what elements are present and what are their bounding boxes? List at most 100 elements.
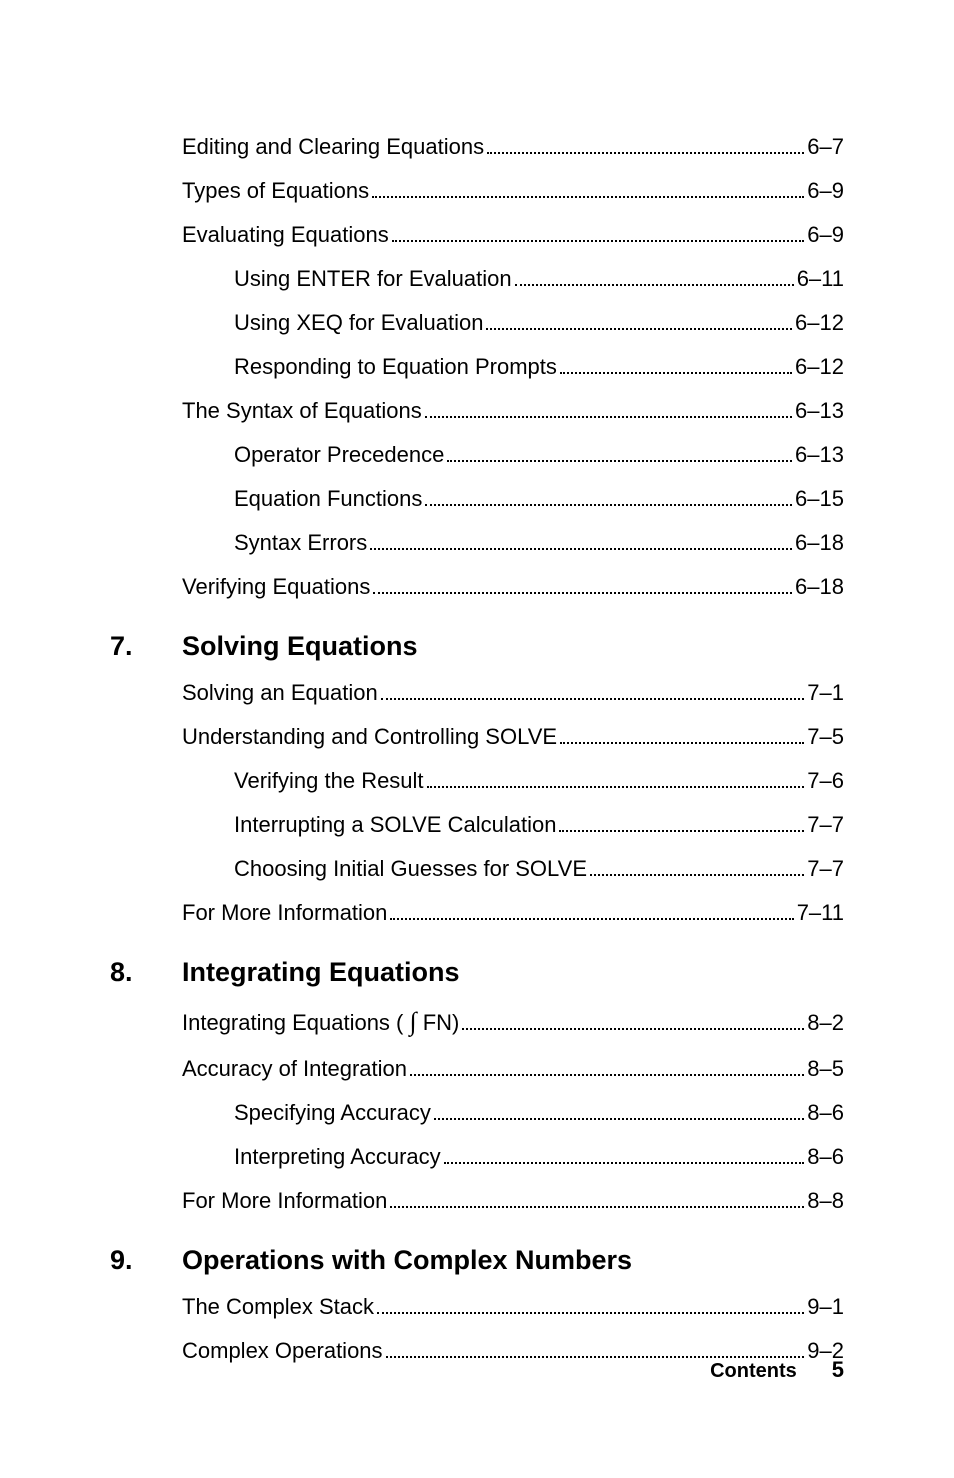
page-footer: Contents 5	[710, 1357, 844, 1383]
toc-entry-label: For More Information	[182, 1184, 387, 1217]
toc-leader-dots	[390, 918, 793, 920]
toc-entry: Evaluating Equations 6–9	[110, 218, 844, 251]
toc-entry-page: 8–5	[807, 1052, 844, 1085]
toc-leader-dots	[425, 504, 792, 506]
toc-entry: For More Information 7–11	[110, 896, 844, 929]
toc-entry-page: 6–13	[795, 394, 844, 427]
toc-entry: Interrupting a SOLVE Calculation 7–7	[110, 808, 844, 841]
toc-entry-page: 7–11	[797, 896, 844, 929]
toc-leader-dots	[390, 1206, 804, 1208]
toc-entry-page: 9–1	[807, 1290, 844, 1323]
toc-entry-label: Choosing Initial Guesses for SOLVE	[234, 852, 587, 885]
toc-entry: For More Information 8–8	[110, 1184, 844, 1217]
toc-entry: Solving an Equation 7–1	[110, 676, 844, 709]
toc-entry-page: 6–15	[795, 482, 844, 515]
section-heading: 8.Integrating Equations	[110, 957, 844, 988]
toc-entry-label: Using ENTER for Evaluation	[234, 262, 512, 295]
toc-entry: Responding to Equation Prompts 6–12	[110, 350, 844, 383]
toc-entry: Accuracy of Integration 8–5	[110, 1052, 844, 1085]
toc-entry-label: The Syntax of Equations	[182, 394, 422, 427]
section-number: 9.	[110, 1245, 182, 1276]
toc-entry-label: Equation Functions	[234, 482, 422, 515]
toc-leader-dots	[425, 416, 792, 418]
toc-entry-page: 6–13	[795, 438, 844, 471]
toc-leader-dots	[392, 240, 805, 242]
toc-leader-dots	[560, 742, 804, 744]
toc-leader-dots	[381, 698, 805, 700]
toc-entry-label: Understanding and Controlling SOLVE	[182, 720, 557, 753]
toc-entry: Equation Functions 6–15	[110, 482, 844, 515]
toc-entry-label: Accuracy of Integration	[182, 1052, 407, 1085]
toc-container: Editing and Clearing Equations 6–7 Types o…	[110, 130, 844, 1367]
section-number: 7.	[110, 631, 182, 662]
toc-leader-dots	[559, 830, 804, 832]
toc-entry-page: 6–12	[795, 350, 844, 383]
section-heading: 7.Solving Equations	[110, 631, 844, 662]
toc-entry-page: 6–9	[807, 174, 844, 207]
toc-leader-dots	[590, 874, 804, 876]
section-number: 8.	[110, 957, 182, 988]
section-title: Operations with Complex Numbers	[182, 1245, 632, 1276]
toc-entry-label: Solving an Equation	[182, 676, 378, 709]
footer-contents-label: Contents	[710, 1360, 797, 1383]
toc-leader-dots	[444, 1162, 805, 1164]
toc-leader-dots	[560, 372, 792, 374]
toc-entry-page: 7–7	[807, 808, 844, 841]
toc-leader-dots	[487, 152, 804, 154]
toc-leader-dots	[372, 196, 804, 198]
toc-leader-dots	[377, 1312, 804, 1314]
toc-entry-label: Verifying the Result	[234, 764, 424, 797]
toc-entry-page: 6–18	[795, 570, 844, 603]
toc-entry-page: 8–6	[807, 1096, 844, 1129]
toc-entry-label: Editing and Clearing Equations	[182, 130, 484, 163]
toc-leader-dots	[462, 1028, 804, 1030]
toc-entry: Interpreting Accuracy8–6	[110, 1140, 844, 1173]
toc-entry: The Syntax of Equations 6–13	[110, 394, 844, 427]
toc-entry: Syntax Errors 6–18	[110, 526, 844, 559]
section-title: Solving Equations	[182, 631, 418, 662]
toc-entry: Integrating Equations ( ∫ FN) 8–2	[110, 1002, 844, 1041]
toc-entry-label: Complex Operations	[182, 1334, 383, 1367]
toc-entry: The Complex Stack 9–1	[110, 1290, 844, 1323]
toc-entry: Editing and Clearing Equations 6–7	[110, 130, 844, 163]
toc-leader-dots	[447, 460, 792, 462]
toc-entry-label: The Complex Stack	[182, 1290, 374, 1323]
toc-entry-label: Operator Precedence	[234, 438, 444, 471]
toc-entry-page: 6–12	[795, 306, 844, 339]
toc-entry-page: 7–1	[807, 676, 844, 709]
toc-entry-label: For More Information	[182, 896, 387, 929]
toc-leader-dots	[515, 284, 794, 286]
toc-entry-label: Interrupting a SOLVE Calculation	[234, 808, 556, 841]
toc-entry: Verifying Equations 6–18	[110, 570, 844, 603]
toc-entry-page: 6–18	[795, 526, 844, 559]
toc-leader-dots	[434, 1118, 804, 1120]
toc-entry: Specifying Accuracy8–6	[110, 1096, 844, 1129]
section-title: Integrating Equations	[182, 957, 460, 988]
toc-entry: Verifying the Result 7–6	[110, 764, 844, 797]
toc-entry-page: 7–5	[807, 720, 844, 753]
toc-entry-page: 6–9	[807, 218, 844, 251]
toc-entry-page: 8–8	[807, 1184, 844, 1217]
toc-leader-dots	[427, 786, 805, 788]
toc-entry: Understanding and Controlling SOLVE 7–5	[110, 720, 844, 753]
toc-entry: Operator Precedence 6–13	[110, 438, 844, 471]
toc-entry-page: 7–7	[807, 852, 844, 885]
toc-entry-label: Verifying Equations	[182, 570, 370, 603]
toc-entry: Using ENTER for Evaluation6–11	[110, 262, 844, 295]
toc-entry-page: 6–7	[807, 130, 844, 163]
toc-entry-page: 8–6	[807, 1140, 844, 1173]
footer-page-number: 5	[832, 1357, 844, 1383]
toc-entry-page: 8–2	[807, 1006, 844, 1039]
toc-entry-label: Responding to Equation Prompts	[234, 350, 557, 383]
toc-entry-page: 7–6	[807, 764, 844, 797]
toc-entry-label: Evaluating Equations	[182, 218, 389, 251]
toc-entry-label: Syntax Errors	[234, 526, 367, 559]
toc-entry: Using XEQ for Evaluation 6–12	[110, 306, 844, 339]
toc-entry-label: Integrating Equations ( ∫ FN)	[182, 1002, 459, 1041]
toc-entry-label: Using XEQ for Evaluation	[234, 306, 483, 339]
toc-leader-dots	[370, 548, 792, 550]
toc-entry: Choosing Initial Guesses for SOLVE 7–7	[110, 852, 844, 885]
toc-leader-dots	[486, 328, 792, 330]
toc-entry-label: Types of Equations	[182, 174, 369, 207]
section-heading: 9.Operations with Complex Numbers	[110, 1245, 844, 1276]
